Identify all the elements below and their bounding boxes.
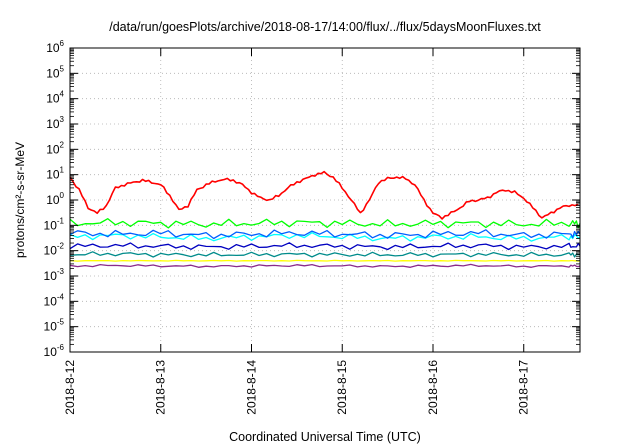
y-tick-label: 10-2: [44, 242, 65, 258]
y-tick-label: 102: [46, 140, 64, 156]
series-line-0: [69, 170, 579, 220]
y-tick-label: 10-5: [44, 318, 65, 334]
chart-title: /data/run/goesPlots/archive/2018-08-17/1…: [109, 20, 541, 34]
x-tick-label: 2018-8-13: [154, 360, 168, 415]
series-line-2: [69, 232, 581, 242]
x-tick-label: 2018-8-17: [517, 360, 531, 415]
y-tick-label: 10-4: [44, 292, 65, 308]
series-line-5: [69, 251, 580, 258]
x-ticks: 2018-8-12 2018-8-13 2018-8-14 2018-8-15 2018…: [63, 48, 531, 415]
y-tick-label: 106: [46, 39, 64, 55]
series-line-7: [69, 263, 581, 268]
x-tick-label: 2018-8-14: [244, 360, 258, 415]
series-line-6: [69, 259, 581, 262]
y-tick-label: 10-1: [44, 216, 65, 232]
x-tick-label: 2018-8-15: [335, 360, 349, 415]
y-tick-label: 104: [46, 90, 64, 106]
grid-lines: [70, 48, 580, 352]
y-tick-label: 105: [46, 64, 64, 80]
y-tick-label: 103: [46, 115, 64, 131]
x-tick-label: 2018-8-12: [63, 360, 77, 415]
y-tick-label: 101: [46, 166, 64, 182]
series-line-1: [69, 218, 581, 229]
y-tick-label: 10-6: [44, 343, 65, 359]
y-tick-label: 100: [46, 191, 64, 207]
series-line-4: [69, 242, 581, 251]
series-layer: [69, 170, 581, 268]
y-ticks: 10-6 10-5 10-4 10-3 10-2 10-1 100 101 102 103 104 1…: [44, 39, 580, 359]
series-line-3: [69, 229, 581, 240]
x-axis-title: Coordinated Universal Time (UTC): [229, 430, 421, 444]
x-tick-label: 2018-8-16: [426, 360, 440, 415]
y-tick-label: 10-3: [44, 267, 65, 283]
